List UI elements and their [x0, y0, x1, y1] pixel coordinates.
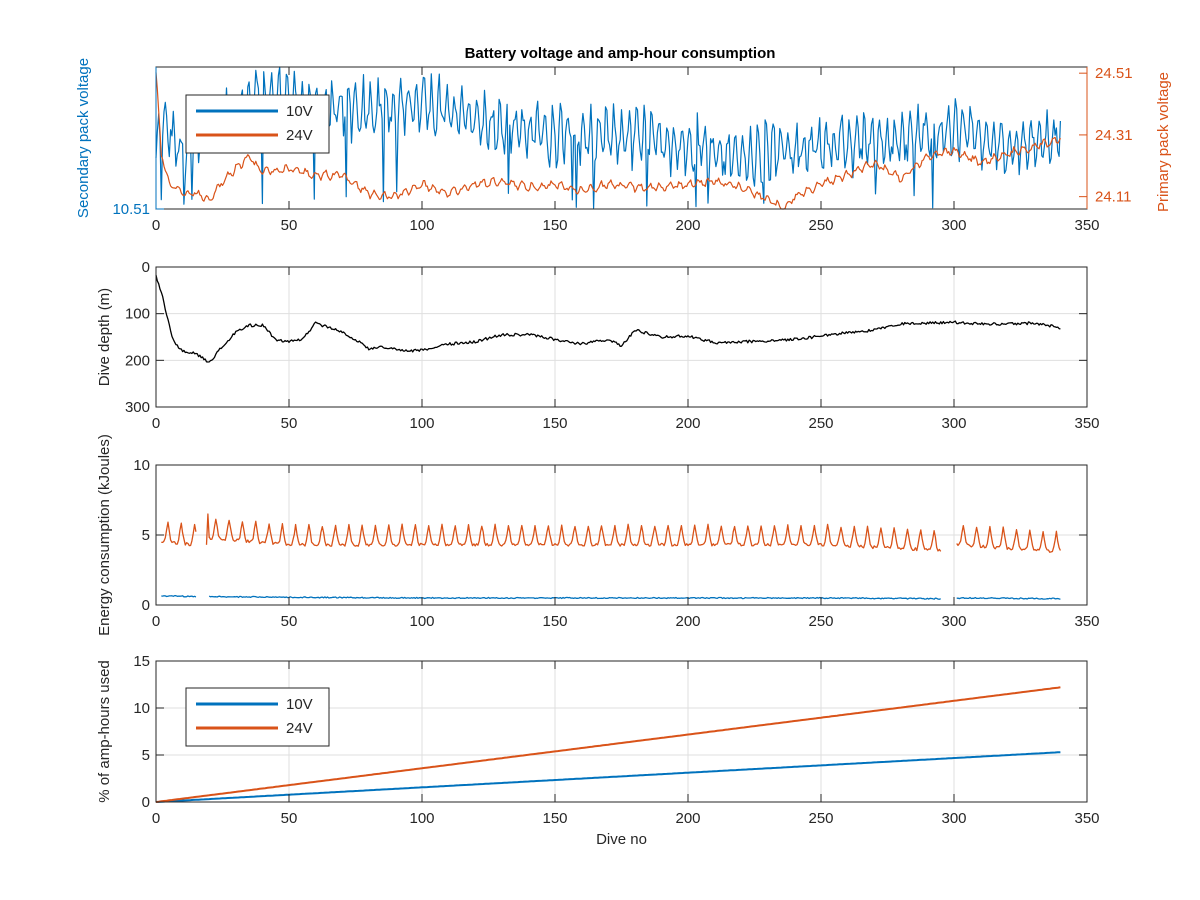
- x-tick-label: 350: [1074, 415, 1099, 432]
- x-tick-label: 150: [542, 217, 567, 234]
- x-tick-label: 350: [1074, 810, 1099, 827]
- y-tick-label-right: 24.11: [1095, 189, 1131, 206]
- x-tick-label: 250: [808, 810, 833, 827]
- series-line-segment-0-0: [161, 521, 197, 547]
- x-tick-label: 200: [675, 415, 700, 432]
- legend-label: 24V: [286, 127, 313, 144]
- x-tick-label: 100: [409, 613, 434, 630]
- x-tick-label: 50: [281, 810, 298, 827]
- series-line-24V: [155, 686, 1061, 803]
- y-tick-label: 0: [142, 794, 150, 811]
- x-tick-label: 50: [281, 217, 298, 234]
- series-line-24V: [155, 72, 1061, 210]
- y-axis-label: Dive depth (m): [96, 288, 113, 386]
- series-line-segment-0-2: [956, 524, 1061, 553]
- x-tick-label: 300: [941, 217, 966, 234]
- x-tick-label: 300: [941, 810, 966, 827]
- axes-box: [155, 266, 1088, 408]
- panel-1: 0 50 100 150 200 250 300 350 10.51 24.51 24.31 24.1…: [75, 58, 1172, 234]
- series-line-segment-1-1: [208, 595, 941, 600]
- x-tick-label: 250: [808, 415, 833, 432]
- x-tick-label: 0: [152, 415, 160, 432]
- y-tick-label: 0: [142, 259, 150, 276]
- y-axis-label: Energy consumption (kJoules): [96, 434, 113, 636]
- series-line-0: [155, 274, 1061, 363]
- x-tick-label: 0: [152, 217, 160, 234]
- y-tick-label: 10: [133, 457, 150, 474]
- y-tick-label: 15: [133, 653, 150, 670]
- y-tick-label: 300: [125, 399, 150, 416]
- x-tick-label: 350: [1074, 613, 1099, 630]
- series-line-10V: [155, 751, 1061, 803]
- x-tick-label: 300: [941, 415, 966, 432]
- y-tick-label: 10: [133, 700, 150, 717]
- x-axis-label: Dive no: [596, 831, 647, 848]
- y-axis-label: % of amp-hours used: [96, 660, 113, 803]
- x-tick-label: 150: [542, 613, 567, 630]
- x-tick-label: 200: [675, 217, 700, 234]
- series-group: [155, 274, 1061, 363]
- y-axis-label-left: Secondary pack voltage: [75, 58, 92, 218]
- y-tick-label: 0: [142, 597, 150, 614]
- panel-2: 0 50 100 150 200 250 300 350 0 100 200 300 Dive dept…: [96, 259, 1100, 432]
- plot-area: [156, 267, 1087, 407]
- series-group: [155, 686, 1061, 803]
- x-tick-label: 150: [542, 415, 567, 432]
- panel-4: 0 50 100 150 200 250 300 350 0 5 10 15 % of amp-hour…: [96, 653, 1100, 848]
- series-spike: [205, 513, 210, 545]
- legend-box: [185, 94, 330, 154]
- legend-label: 10V: [286, 103, 313, 120]
- x-tick-label: 250: [808, 217, 833, 234]
- y-tick-label-right: 24.31: [1095, 127, 1133, 144]
- series-line-segment-0-1: [208, 518, 942, 552]
- y-tick-label: 200: [125, 352, 150, 369]
- x-tick-label: 0: [152, 810, 160, 827]
- y-axis-label-right: Primary pack voltage: [1155, 72, 1172, 212]
- series-line-segment-1-0: [161, 595, 197, 598]
- x-tick-label: 250: [808, 613, 833, 630]
- x-tick-label: 100: [409, 415, 434, 432]
- y-tick-label: 100: [125, 306, 150, 323]
- figure-title: Battery voltage and amp-hour consumption: [465, 45, 776, 62]
- x-tick-label: 100: [409, 217, 434, 234]
- y-tick-label: 5: [142, 527, 150, 544]
- legend-label: 10V: [286, 696, 313, 713]
- x-tick-label: 0: [152, 613, 160, 630]
- legend-box: [185, 687, 330, 747]
- panel-3: 0 50 100 150 200 250 300 350 0 5 10 Energy consumpt…: [96, 434, 1100, 636]
- panels: 0 50 100 150 200 250 300 35010.5124.5124.3124.1…: [75, 58, 1172, 848]
- legend-label: 24V: [286, 720, 313, 737]
- x-tick-label: 350: [1074, 217, 1099, 234]
- x-tick-label: 50: [281, 415, 298, 432]
- x-tick-label: 100: [409, 810, 434, 827]
- x-tick-label: 200: [675, 613, 700, 630]
- series-group: [161, 513, 1061, 600]
- x-tick-label: 50: [281, 613, 298, 630]
- x-tick-label: 150: [542, 810, 567, 827]
- y-tick-label: 5: [142, 747, 150, 764]
- y-tick-label-right: 24.51: [1095, 65, 1133, 82]
- series-line-segment-1-2: [956, 596, 1061, 600]
- y-tick-label-left: 10.51: [112, 201, 150, 218]
- x-tick-label: 200: [675, 810, 700, 827]
- x-tick-label: 300: [941, 613, 966, 630]
- axes-box: [155, 660, 1088, 803]
